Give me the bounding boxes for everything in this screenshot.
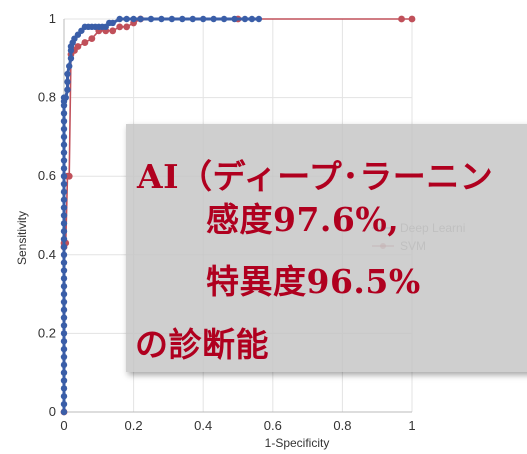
data-point-deep-learning bbox=[60, 267, 68, 274]
data-point-deep-learning bbox=[60, 243, 68, 251]
data-point-deep-learning bbox=[200, 15, 207, 23]
y-tick-label: 1 bbox=[49, 11, 56, 26]
data-point-deep-learning bbox=[60, 188, 68, 196]
callout-footer: の診断能 bbox=[135, 325, 269, 364]
data-point-deep-learning bbox=[60, 110, 68, 117]
data-point-deep-learning bbox=[60, 322, 68, 329]
y-tick-label: 0.4 bbox=[38, 247, 56, 262]
series-layer bbox=[60, 15, 416, 416]
data-point-deep-learning bbox=[67, 55, 75, 62]
data-point-svm bbox=[81, 39, 89, 46]
data-point-deep-learning bbox=[158, 15, 165, 23]
callout-specificity: 特異度96.5% bbox=[206, 262, 421, 301]
data-point-svm bbox=[123, 23, 131, 31]
axes: 0 0.2 0.4 0.6 0.8 1 0 0.2 0.4 0.6 0.8 1 bbox=[38, 11, 416, 433]
x-tick-label: 1 bbox=[408, 418, 415, 433]
data-point-deep-learning bbox=[64, 86, 71, 93]
data-point-svm bbox=[74, 43, 82, 50]
data-point-deep-learning bbox=[210, 15, 217, 23]
callout-box: AI（ディープ･ラーニン 感度97.6%, 特異度96.5% の診断能 bbox=[126, 124, 527, 372]
data-point-deep-learning bbox=[168, 15, 176, 23]
y-axis-title: Sensitivity bbox=[15, 211, 29, 265]
data-point-deep-learning bbox=[248, 15, 256, 23]
data-point-deep-learning bbox=[60, 306, 68, 314]
data-point-deep-learning bbox=[60, 400, 68, 408]
x-axis-title: 1-Specificity bbox=[265, 436, 330, 450]
data-point-deep-learning bbox=[60, 361, 68, 369]
data-point-deep-learning bbox=[64, 70, 71, 78]
data-point-deep-learning bbox=[60, 149, 68, 156]
data-point-deep-learning bbox=[60, 133, 68, 141]
data-point-deep-learning bbox=[116, 15, 123, 23]
data-point-deep-learning bbox=[60, 220, 68, 227]
data-point-svm bbox=[398, 15, 405, 23]
x-tick-label: 0 bbox=[60, 418, 67, 433]
data-point-deep-learning bbox=[60, 408, 68, 416]
data-point-svm bbox=[116, 23, 124, 31]
data-point-svm bbox=[88, 35, 96, 43]
data-point-deep-learning bbox=[60, 196, 68, 203]
data-point-deep-learning bbox=[60, 212, 68, 219]
data-point-deep-learning bbox=[60, 259, 68, 266]
data-point-deep-learning bbox=[60, 377, 68, 384]
data-point-deep-learning bbox=[60, 314, 68, 321]
y-tick-label: 0.2 bbox=[38, 325, 56, 340]
data-point-deep-learning bbox=[179, 15, 186, 23]
data-point-deep-learning bbox=[255, 15, 263, 23]
data-point-deep-learning bbox=[60, 353, 68, 361]
data-point-deep-learning bbox=[130, 15, 137, 23]
data-point-deep-learning bbox=[109, 19, 116, 27]
data-point-deep-learning bbox=[60, 385, 68, 392]
data-point-deep-learning bbox=[147, 15, 155, 23]
callout-title: AI（ディープ･ラーニン bbox=[137, 157, 494, 196]
data-point-deep-learning bbox=[60, 251, 68, 258]
data-point-deep-learning bbox=[60, 298, 68, 306]
data-point-svm bbox=[109, 27, 117, 35]
data-point-deep-learning bbox=[60, 180, 68, 188]
y-tick-label: 0.8 bbox=[38, 90, 56, 105]
x-tick-label: 0.2 bbox=[125, 418, 143, 433]
data-point-deep-learning bbox=[189, 15, 196, 23]
data-point-deep-learning bbox=[60, 283, 68, 290]
data-point-deep-learning bbox=[60, 117, 68, 125]
data-point-deep-learning bbox=[60, 235, 68, 243]
data-point-deep-learning bbox=[60, 228, 68, 235]
data-point-deep-learning bbox=[60, 125, 68, 133]
data-point-deep-learning bbox=[62, 94, 69, 101]
data-point-deep-learning bbox=[137, 15, 144, 23]
data-point-deep-learning bbox=[220, 15, 228, 23]
data-point-deep-learning bbox=[60, 204, 68, 211]
x-tick-label: 0.4 bbox=[194, 418, 212, 433]
data-point-deep-learning bbox=[66, 62, 73, 70]
data-point-deep-learning bbox=[60, 369, 68, 376]
x-tick-label: 0.8 bbox=[333, 418, 351, 433]
x-tick-label: 0.6 bbox=[264, 418, 282, 433]
y-tick-label: 0 bbox=[49, 404, 56, 419]
data-point-deep-learning bbox=[60, 275, 68, 282]
data-point-deep-learning bbox=[123, 15, 130, 23]
data-point-deep-learning bbox=[60, 173, 68, 180]
callout-sensitivity: 感度97.6%, bbox=[206, 200, 400, 239]
data-point-deep-learning bbox=[60, 141, 68, 148]
y-tick-label: 0.6 bbox=[38, 168, 56, 183]
data-point-deep-learning bbox=[60, 330, 68, 337]
data-point-deep-learning bbox=[64, 78, 71, 86]
data-point-deep-learning bbox=[60, 157, 68, 164]
data-point-deep-learning bbox=[60, 290, 68, 298]
data-point-deep-learning bbox=[60, 393, 68, 400]
data-point-deep-learning bbox=[231, 15, 238, 23]
data-point-svm bbox=[408, 15, 416, 23]
data-point-svm bbox=[65, 172, 73, 180]
data-point-deep-learning bbox=[60, 165, 68, 172]
data-point-deep-learning bbox=[60, 345, 68, 353]
data-point-deep-learning bbox=[241, 15, 249, 23]
data-point-deep-learning bbox=[60, 338, 68, 345]
